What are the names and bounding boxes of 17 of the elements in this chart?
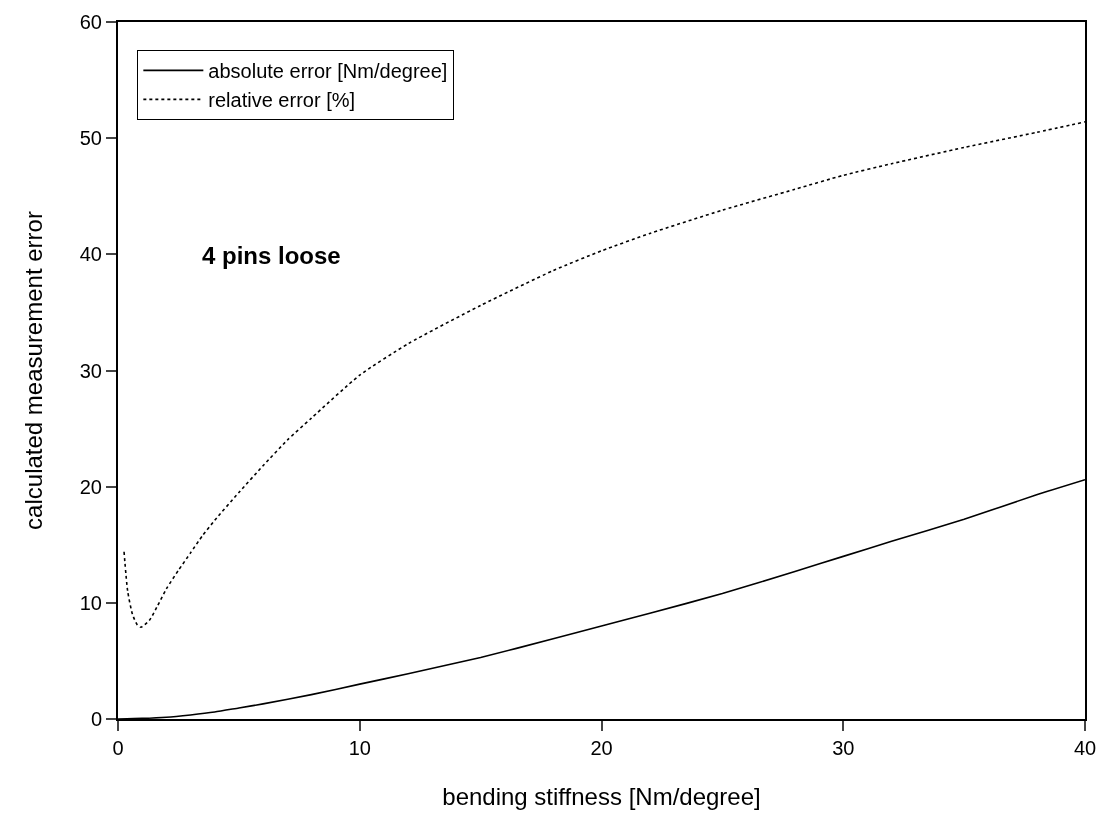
y-tick-label: 10 — [79, 591, 102, 614]
y-tick-label: 0 — [90, 708, 102, 730]
x-tick-label: 40 — [1073, 737, 1097, 759]
legend-label: absolute error [Nm/degree] — [208, 60, 448, 83]
x-tick-label: 30 — [832, 737, 855, 759]
x-axis-title: bending stiffness [Nm/degree] — [442, 782, 761, 810]
y-tick-label: 60 — [79, 11, 102, 33]
annotation: 4 pins loose — [202, 242, 341, 269]
x-tick-label: 10 — [348, 737, 371, 759]
x-tick-label: 20 — [590, 737, 613, 759]
y-tick-label: 50 — [79, 127, 102, 150]
y-tick-label: 40 — [79, 243, 102, 266]
y-tick-label: 30 — [79, 359, 102, 382]
y-axis-title: calculated measurement error — [20, 211, 48, 530]
y-tick-label: 20 — [79, 475, 102, 498]
legend-label: relative error [%] — [208, 89, 356, 112]
x-tick-label: 0 — [112, 737, 124, 759]
